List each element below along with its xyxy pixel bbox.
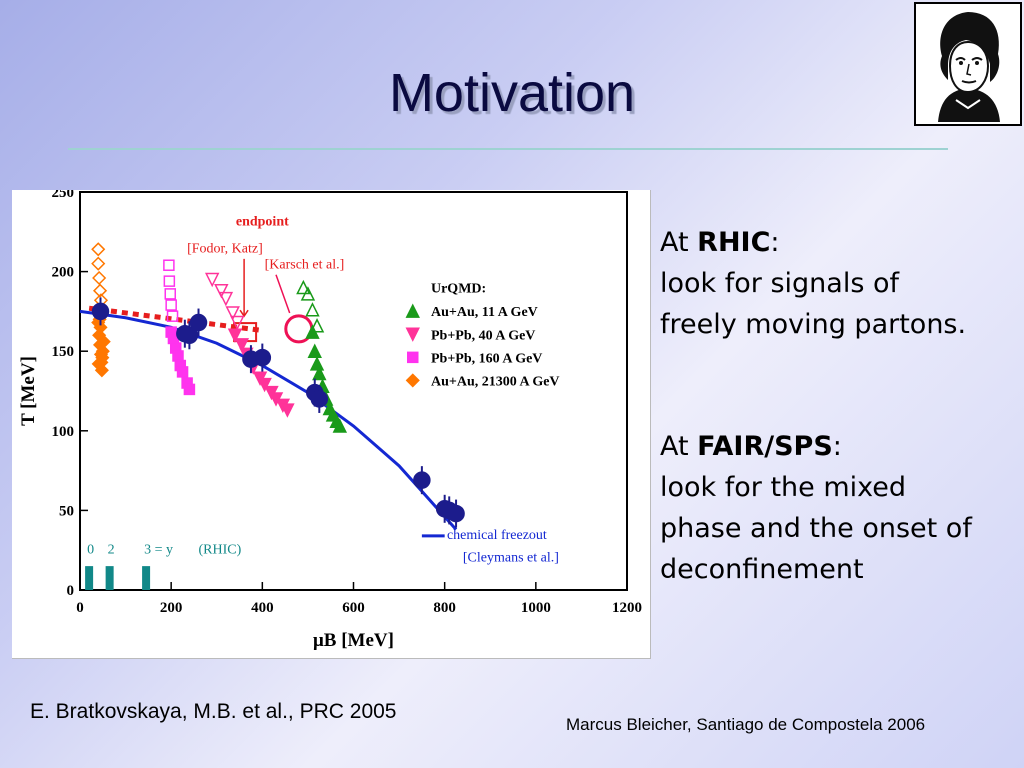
x-tick-label: 800 [433,600,456,616]
legend-label: Au+Au, 11 A GeV [431,305,538,320]
urqmd-open-point [164,288,177,300]
urqmd-open-point [218,291,234,307]
rhic-rapidity-bar [85,566,94,590]
fair-text-block: At FAIR/SPS: look for the mixed phase an… [660,426,1020,590]
urqmd-open-point [230,315,245,331]
footer-credit: Marcus Bleicher, Santiago de Compostela … [566,715,926,734]
rhic-label-y2: 2 [108,542,115,557]
karsch-label: [Karsch et al.] [265,257,345,272]
data-point [310,390,329,408]
urqmd-open-point [204,272,220,288]
fair-prefix: At [660,431,698,462]
rhic-label-y0: 0 [87,542,94,557]
legend-marker [405,327,420,342]
urqmd-point [176,366,189,378]
urqmd-open-point [91,242,106,257]
freezeout-curve [79,309,458,531]
rhic-name: RHIC [697,227,771,258]
urqmd-point [280,403,295,418]
urqmd-open-point [225,306,240,321]
y-tick-label: 150 [52,344,75,360]
legend-label: Pb+Pb, 160 A GeV [431,351,542,366]
urqmd-open-point [163,259,175,271]
urqmd-open-point [305,302,320,317]
rhic-text-block: At RHIC: look for signals of freely movi… [660,222,1020,345]
x-tick-label: 0 [76,600,84,616]
urqmd-point [96,334,111,349]
urqmd-point [332,418,348,433]
goethe-portrait-logo [914,2,1022,126]
rhic-line: look for signals of [660,268,900,299]
y-tick-label: 200 [52,265,75,281]
rhic-label: (RHIC) [199,542,242,557]
urqmd-open-point [296,279,311,295]
x-tick-label: 400 [251,600,274,616]
fair-line: phase and the onset of [660,513,972,544]
data-point [180,326,199,345]
data-point [447,504,465,523]
urqmd-open-point [92,270,107,286]
cleymans-label: [Cleymans et al.] [463,550,559,565]
fair-line: deconfinement [660,554,864,585]
urqmd-open-point [165,299,177,311]
urqmd-point [307,343,322,358]
fair-suffix: : [832,431,842,462]
legend-marker [407,351,419,364]
phase-diagram-chart: 0 200 400 600 800 1000 1200 0 50 100 150 200 250 μB [… [12,185,651,659]
citation: E. Bratkovskaya, M.B. et al., PRC 2005 [30,700,397,723]
y-tick-label: 50 [59,503,74,519]
urqmd-point [183,383,196,396]
x-axis-label: μB [MeV] [313,630,394,651]
rhic-suffix: : [770,227,780,258]
data-point [253,348,272,367]
x-tick-label: 1000 [521,600,551,616]
urqmd-open-point [300,286,316,301]
urqmd-open-point [92,283,108,298]
endpoint-label: endpoint [236,214,289,229]
fair-line: look for the mixed [660,472,907,503]
fair-name: FAIR/SPS [697,431,833,462]
title-divider [68,148,948,150]
urqmd-open-point [91,256,106,271]
portrait-drawing [938,12,1000,122]
legend-label: Pb+Pb, 40 A GeV [431,328,535,343]
legend-label: Au+Au, 21300 A GeV [431,374,560,389]
fair-heading: At FAIR/SPS: [660,426,1020,467]
y-tick-label: 100 [52,424,75,440]
karsch-arrow [275,274,291,314]
x-tick-label: 600 [342,600,365,616]
slide-title: Motivation [388,63,636,123]
urqmd-open-point [166,310,179,322]
chart-svg: 0 200 400 600 800 1000 1200 0 50 100 150 200 250 μB [… [18,185,642,651]
rhic-heading: At RHIC: [660,222,1020,263]
rhic-rapidity-bar [142,566,151,590]
urqmd-point [257,377,272,393]
rhic-prefix: At [660,227,698,258]
urqmd-open-point [309,318,325,333]
urqmd-point [172,350,184,362]
legend-marker [405,303,420,318]
y-tick-label: 0 [67,583,75,599]
data-point [189,313,208,332]
urqmd-open-point [214,283,229,299]
data-point [413,471,431,489]
fodor-katz-label: [Fodor, Katz] [187,241,263,256]
urqmd-point [309,356,325,371]
urqmd-point [312,365,327,381]
urqmd-point [234,338,250,353]
x-tick-label: 1200 [612,600,642,616]
rhic-label-y3: 3 = y [144,542,173,557]
urqmd-point [91,356,106,371]
urqmd-point [227,328,243,343]
y-axis-label: T [MeV] [18,356,39,426]
data-point [91,302,110,321]
y-tick-label: 250 [52,190,75,201]
x-tick-label: 200 [160,600,183,616]
legend-title: UrQMD: [431,281,486,296]
legend-freezeout-label: chemical freezout [447,528,547,543]
legend-marker [405,373,420,388]
rhic-line: freely moving partons. [660,309,967,340]
urqmd-open-point [163,275,176,287]
rhic-rapidity-bar [105,566,114,590]
